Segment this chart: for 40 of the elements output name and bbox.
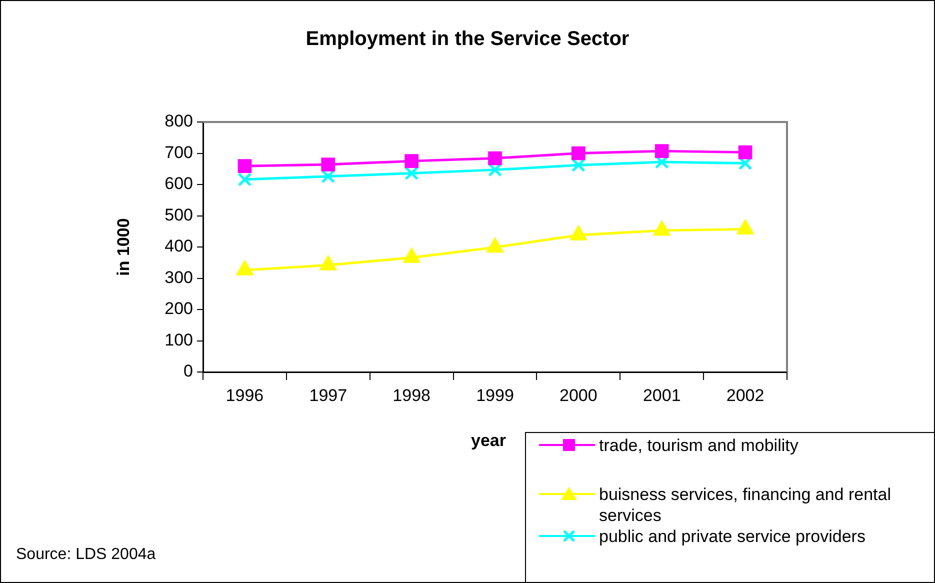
y-tick-label: 700 bbox=[164, 142, 193, 162]
legend-label: public and private service providers bbox=[599, 526, 866, 547]
point bbox=[737, 220, 754, 234]
point bbox=[236, 260, 253, 276]
y-tick-label: 200 bbox=[164, 299, 193, 318]
y-tick-label: 400 bbox=[164, 236, 193, 256]
point bbox=[238, 159, 252, 173]
x-tick-label: 1997 bbox=[309, 386, 348, 405]
point bbox=[572, 146, 586, 160]
point bbox=[238, 172, 252, 186]
y-tick-label: 800 bbox=[164, 112, 193, 131]
source-note: Source: LDS 2004a bbox=[16, 546, 156, 564]
point bbox=[404, 166, 418, 180]
point bbox=[572, 158, 586, 172]
x-tick-label: 2000 bbox=[560, 386, 598, 405]
point bbox=[404, 154, 418, 168]
point bbox=[738, 145, 752, 160]
point bbox=[321, 169, 336, 184]
y-tick-label: 0 bbox=[184, 362, 193, 381]
y-tick-label: 600 bbox=[164, 174, 193, 194]
y-tick-label: 100 bbox=[164, 330, 193, 350]
point bbox=[570, 226, 587, 240]
point bbox=[321, 158, 336, 172]
point bbox=[403, 248, 420, 263]
x-tick-label: 2001 bbox=[642, 386, 681, 405]
y-axis-title: in 1000 bbox=[114, 218, 134, 276]
x-tick-label: 1996 bbox=[226, 386, 264, 405]
point bbox=[320, 256, 336, 270]
point bbox=[488, 151, 502, 166]
x-axis-title: year bbox=[471, 431, 506, 451]
x-tick-label: 2002 bbox=[726, 386, 764, 405]
point bbox=[486, 238, 504, 253]
chart-title: Employment in the Service Sector bbox=[304, 28, 630, 51]
x-tick-label: 1999 bbox=[476, 386, 514, 405]
y-tick-label: 500 bbox=[164, 205, 193, 224]
point bbox=[654, 221, 670, 236]
legend-label: trade, tourism and mobility bbox=[599, 435, 800, 456]
point bbox=[654, 144, 669, 158]
y-tick-label: 300 bbox=[164, 268, 193, 287]
x-tick-label: 1998 bbox=[392, 386, 430, 405]
